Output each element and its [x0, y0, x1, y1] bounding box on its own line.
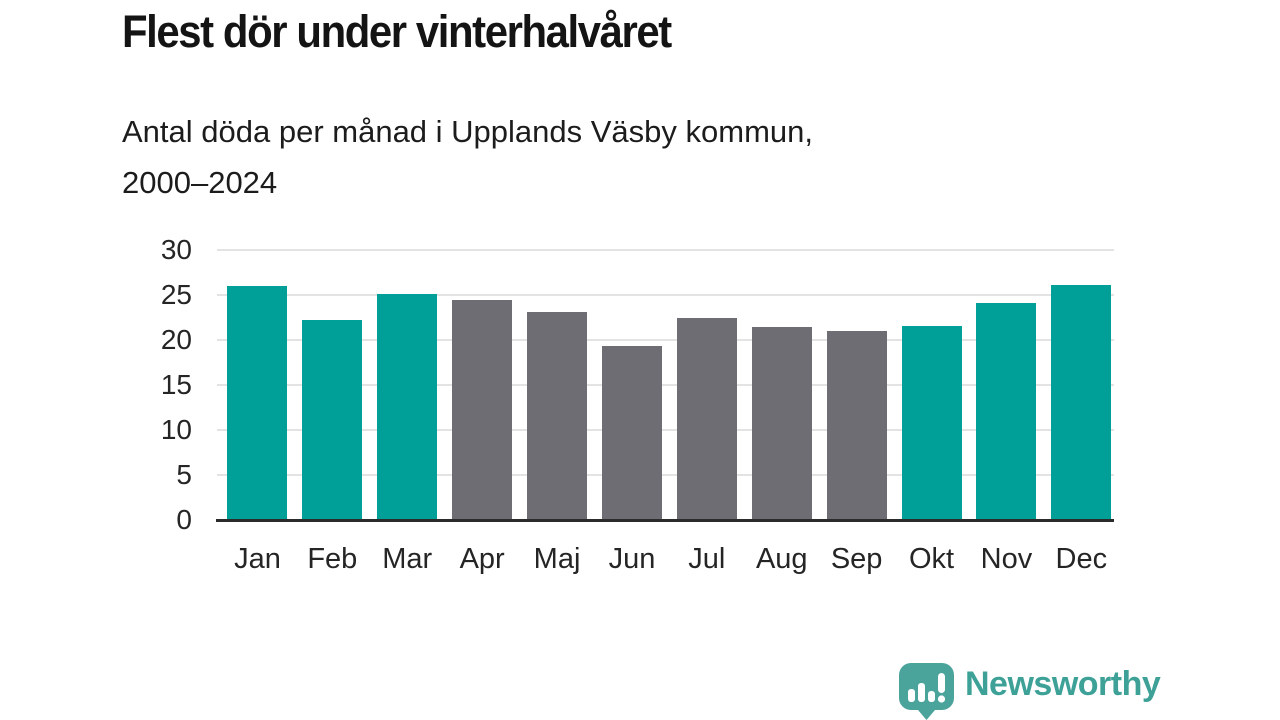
gridline-y10	[217, 429, 1114, 431]
x-tick-label-aug: Aug	[755, 543, 808, 575]
gridline-y25	[217, 294, 1114, 296]
x-tick-label-apr: Apr	[459, 543, 505, 575]
x-axis-line	[216, 519, 1114, 522]
bar-okt	[901, 325, 962, 520]
x-tick-label-dec: Dec	[1055, 543, 1108, 575]
y-tick-label-20: 20	[160, 324, 192, 355]
x-tick-label-sep: Sep	[830, 543, 883, 575]
newsworthy-speech-bubble-barchart-icon	[899, 663, 954, 720]
chart-subtitle-line2: 2000–2024	[122, 165, 278, 200]
chart-subtitle-line1: Antal döda per månad i Upplands Väsby ko…	[122, 114, 814, 149]
bar-feb	[302, 320, 363, 520]
bar-aug	[751, 327, 812, 520]
gridline-y15	[217, 384, 1114, 386]
gridline-y30	[217, 249, 1114, 251]
y-tick-label-25: 25	[160, 279, 192, 310]
chart-subtitle: Antal döda per månad i Upplands Väsby ko…	[122, 106, 813, 208]
x-tick-label-jun: Jun	[608, 543, 656, 575]
bar-jan	[227, 286, 288, 520]
brand-footer: Newsworthy	[898, 662, 1161, 720]
gridline-y5	[217, 474, 1114, 476]
bar-jul	[676, 318, 737, 520]
bar-mar	[377, 294, 438, 520]
x-tick-label-jan: Jan	[234, 543, 281, 575]
bar-jun	[601, 346, 662, 520]
x-tick-label-okt: Okt	[908, 543, 955, 575]
bar-apr	[452, 300, 513, 520]
y-tick-label-15: 15	[160, 369, 192, 400]
x-tick-label-mar: Mar	[382, 543, 433, 575]
brand-wordmark: Newsworthy	[965, 665, 1161, 703]
bar-nov	[976, 303, 1037, 520]
y-tick-label-5: 5	[176, 459, 192, 490]
bar-dec	[1051, 285, 1112, 520]
y-tick-label-0: 0	[176, 504, 192, 535]
y-tick-label-10: 10	[160, 414, 192, 445]
x-tick-label-feb: Feb	[307, 543, 358, 575]
gridline-y20	[217, 339, 1114, 341]
page-title: Flest dör under vinterhalvåret	[122, 6, 672, 57]
bar-sep	[826, 331, 887, 520]
y-tick-label-30: 30	[160, 234, 192, 265]
x-tick-label-maj: Maj	[533, 543, 581, 575]
x-tick-label-nov: Nov	[980, 543, 1033, 575]
bar-maj	[527, 312, 588, 520]
x-tick-label-jul: Jul	[688, 543, 726, 575]
